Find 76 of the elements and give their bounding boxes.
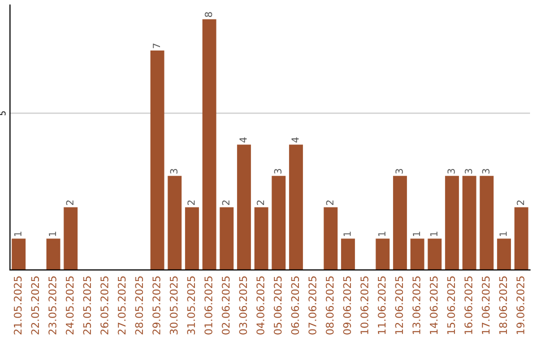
bar: [497, 238, 511, 270]
data-label: 1: [378, 232, 386, 236]
data-label: 1: [48, 232, 56, 236]
data-label: 4: [240, 137, 247, 143]
x-tick-label: 24.05.2025: [66, 276, 74, 334]
x-tick-label: 03.06.2025: [239, 276, 248, 334]
x-tick-label: 26.05.2025: [100, 276, 108, 334]
data-label: 3: [447, 168, 455, 174]
x-tick-label: 01.06.2025: [204, 276, 212, 334]
x-tick-label: 22.05.2025: [31, 276, 40, 334]
bar: [428, 238, 442, 270]
data-label: 3: [170, 168, 178, 174]
x-tick-label: 05.06.2025: [274, 276, 282, 334]
bar: [410, 238, 424, 270]
x-tick-label: 30.05.2025: [170, 276, 178, 334]
x-tick-label: 23.05.2025: [48, 276, 56, 334]
bar: [393, 176, 407, 270]
data-label: 2: [222, 200, 230, 205]
data-label: 2: [516, 200, 524, 205]
x-tick-label: 31.05.2025: [187, 276, 196, 334]
bar: [12, 238, 26, 270]
x-tick-label: 11.06.2025: [378, 276, 386, 334]
bar: [202, 19, 216, 270]
data-label: 4: [292, 137, 299, 143]
data-label: 3: [274, 168, 282, 174]
bar: [220, 207, 234, 270]
bar: [514, 207, 528, 270]
data-label: 1: [344, 232, 351, 236]
bar: [376, 238, 390, 270]
bar: [168, 176, 182, 270]
data-label: 7: [152, 44, 160, 48]
x-tick-label: 19.06.2025: [516, 276, 524, 334]
x-tick-label: 29.05.2025: [152, 276, 160, 334]
bar: [480, 176, 494, 270]
x-tick-label: 12.06.2025: [395, 276, 404, 334]
bar: [462, 176, 476, 270]
bar: [185, 207, 199, 270]
x-tick-label: 07.06.2025: [308, 276, 316, 334]
bar: [289, 144, 303, 270]
bar: [150, 50, 164, 270]
data-label: 8: [204, 12, 212, 17]
bar: [341, 238, 355, 270]
x-tick-label: 06.06.2025: [291, 276, 300, 334]
x-tick-label: 14.06.2025: [430, 276, 438, 334]
data-label: 2: [187, 200, 195, 205]
data-label: 3: [395, 168, 403, 174]
data-label: 2: [66, 200, 74, 205]
bar: [324, 207, 338, 270]
x-tick-label: 08.06.2025: [326, 276, 334, 334]
data-label: 1: [500, 232, 507, 236]
data-label: 1: [14, 232, 22, 236]
x-tick-label: 10.06.2025: [360, 276, 368, 334]
bar: [46, 238, 60, 270]
x-tick-label: 16.06.2025: [464, 276, 472, 334]
x-tick-label: 21.05.2025: [14, 276, 22, 334]
x-tick-label: 13.06.2025: [412, 276, 420, 334]
bar: [254, 207, 268, 270]
bar: [64, 207, 78, 270]
x-tick-label: 04.06.2025: [256, 276, 264, 334]
bar: [445, 176, 459, 270]
x-tick-label: 28.05.2025: [135, 276, 144, 334]
x-tick-label: 18.06.2025: [499, 276, 508, 334]
bar: [272, 176, 286, 270]
x-tick-label: 09.06.2025: [343, 276, 352, 334]
x-tick-label: 25.05.2025: [83, 276, 92, 334]
data-label: 2: [256, 200, 264, 205]
data-label: 3: [482, 168, 490, 174]
x-tick-label: 17.06.2025: [482, 276, 490, 334]
data-label: 1: [430, 232, 438, 236]
x-tick-label: 27.05.2025: [118, 276, 126, 334]
x-tick-label: 15.06.2025: [447, 276, 456, 334]
bar: [237, 144, 251, 270]
data-label: 1: [412, 232, 420, 236]
x-tick-label: 02.06.2025: [222, 276, 230, 334]
data-label: 2: [326, 200, 334, 205]
data-label: 3: [464, 168, 472, 174]
